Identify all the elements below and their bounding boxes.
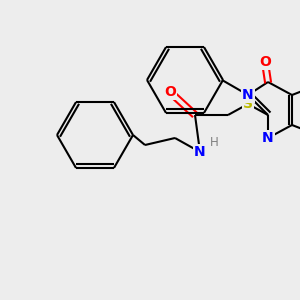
Text: N: N (242, 88, 254, 102)
Text: H: H (210, 136, 218, 148)
Text: O: O (164, 85, 176, 99)
Text: S: S (243, 97, 253, 111)
Text: N: N (262, 131, 274, 145)
Text: O: O (259, 55, 271, 69)
Text: N: N (194, 145, 206, 159)
